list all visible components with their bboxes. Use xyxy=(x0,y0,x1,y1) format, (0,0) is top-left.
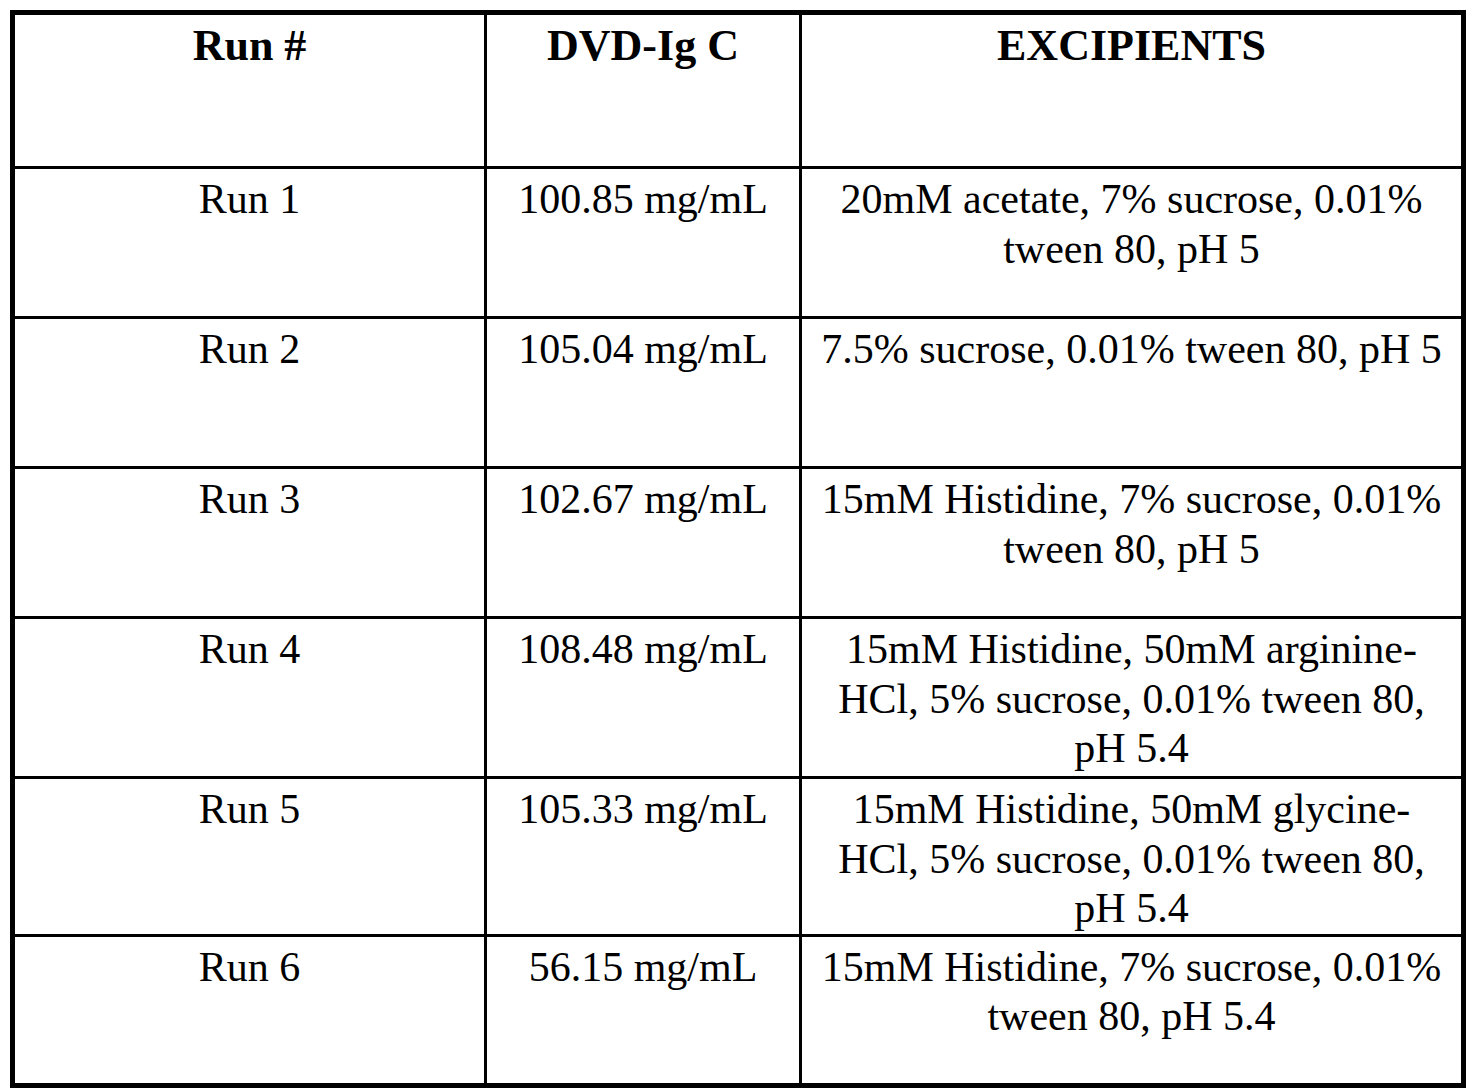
run-cell: Run 5 xyxy=(13,778,486,936)
concentration-cell: 105.33 mg/mL xyxy=(486,778,801,936)
concentration-cell: 108.48 mg/mL xyxy=(486,618,801,778)
table-row-run-6: Run 6 56.15 mg/mL 15mM Histidine, 7% suc… xyxy=(13,935,1464,1085)
column-header-run-number: Run # xyxy=(13,13,486,168)
table-row-run-4: Run 4 108.48 mg/mL 15mM Histidine, 50mM … xyxy=(13,618,1464,778)
column-header-excipients: EXCIPIENTS xyxy=(801,13,1464,168)
concentration-cell: 100.85 mg/mL xyxy=(486,168,801,318)
excipients-cell: 15mM Histidine, 7% sucrose, 0.01% tween … xyxy=(801,468,1464,618)
table-row-run-3: Run 3 102.67 mg/mL 15mM Histidine, 7% su… xyxy=(13,468,1464,618)
run-cell: Run 1 xyxy=(13,168,486,318)
excipients-cell: 15mM Histidine, 7% sucrose, 0.01% tween … xyxy=(801,935,1464,1085)
concentration-cell: 102.67 mg/mL xyxy=(486,468,801,618)
column-header-dvd-ig-concentration: DVD-Ig C xyxy=(486,13,801,168)
run-cell: Run 6 xyxy=(13,935,486,1085)
concentration-cell: 105.04 mg/mL xyxy=(486,318,801,468)
excipients-cell: 20mM acetate, 7% sucrose, 0.01% tween 80… xyxy=(801,168,1464,318)
document-page: Run # DVD-Ig C EXCIPIENTS Run 1 100.85 m… xyxy=(0,0,1471,1088)
formulation-table: Run # DVD-Ig C EXCIPIENTS Run 1 100.85 m… xyxy=(10,10,1466,1088)
run-cell: Run 2 xyxy=(13,318,486,468)
excipients-cell: 15mM Histidine, 50mM glycine- HCl, 5% su… xyxy=(801,778,1464,936)
excipients-cell: 7.5% sucrose, 0.01% tween 80, pH 5 xyxy=(801,318,1464,468)
table-header-row: Run # DVD-Ig C EXCIPIENTS xyxy=(13,13,1464,168)
run-cell: Run 3 xyxy=(13,468,486,618)
concentration-cell: 56.15 mg/mL xyxy=(486,935,801,1085)
table-row-run-5: Run 5 105.33 mg/mL 15mM Histidine, 50mM … xyxy=(13,778,1464,936)
table-row-run-1: Run 1 100.85 mg/mL 20mM acetate, 7% sucr… xyxy=(13,168,1464,318)
table-row-run-2: Run 2 105.04 mg/mL 7.5% sucrose, 0.01% t… xyxy=(13,318,1464,468)
run-cell: Run 4 xyxy=(13,618,486,778)
excipients-cell: 15mM Histidine, 50mM arginine- HCl, 5% s… xyxy=(801,618,1464,778)
